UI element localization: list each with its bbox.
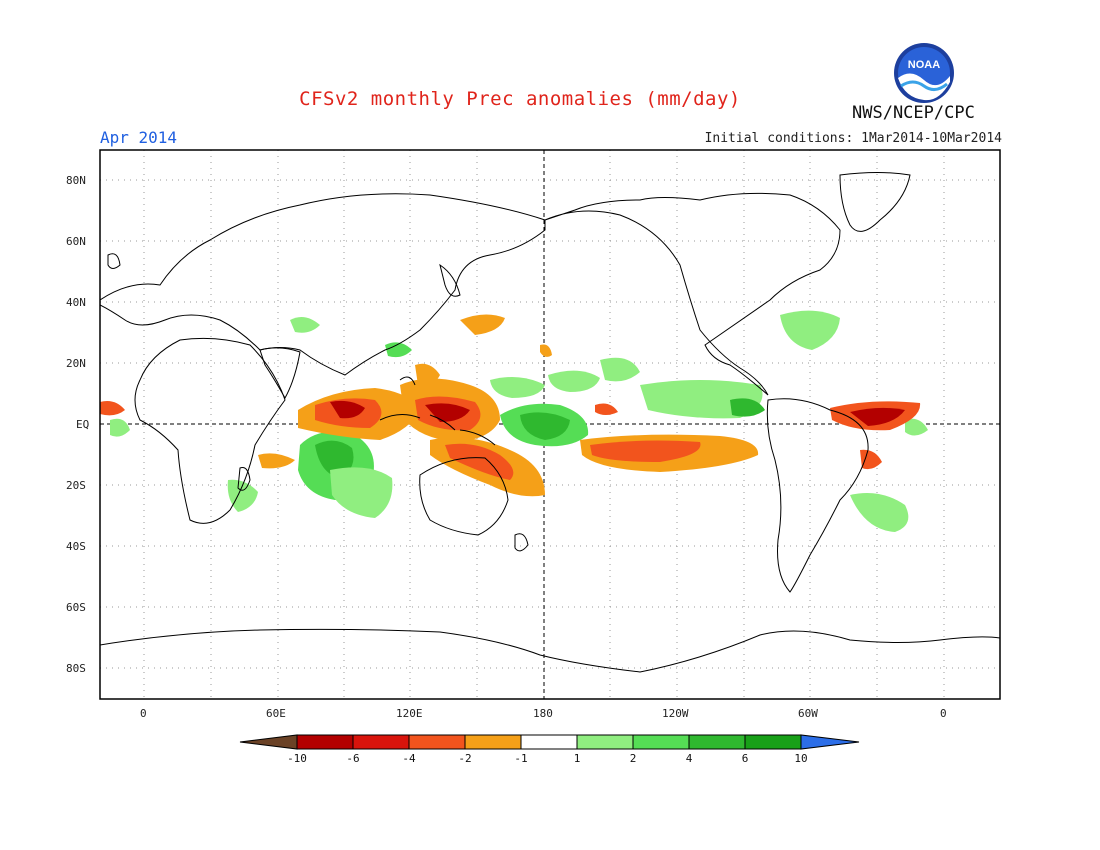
- map-title: CFSv2 monthly Prec anomalies (mm/day): [299, 88, 741, 110]
- coastline-greenland: [839, 172, 911, 232]
- noaa-logo: NOAA: [894, 43, 954, 103]
- colorbar-swatch: [520, 734, 578, 750]
- lon-label: 0: [140, 707, 147, 720]
- colorbar-label: 4: [685, 752, 693, 765]
- coastline-madagascar: [237, 467, 251, 491]
- coastline-europe-asia: [100, 193, 546, 376]
- dry-anomaly: [445, 443, 514, 480]
- dry-anomaly: [100, 401, 125, 416]
- map-border: [99, 149, 1001, 700]
- colorbar-label: 1: [573, 752, 581, 765]
- wet-anomaly: [600, 357, 640, 382]
- wet-anomaly: [490, 376, 545, 398]
- wet-anomaly: [548, 370, 600, 392]
- lat-label: 40N: [66, 296, 86, 309]
- wet-anomaly: [330, 467, 393, 518]
- lon-label: 120W: [662, 707, 689, 720]
- colorbar-label: -6: [346, 752, 360, 765]
- noaa-logo-text: NOAA: [908, 59, 940, 71]
- coastline-antarctica: [100, 628, 1000, 673]
- wet-anomaly: [850, 492, 909, 532]
- coastlines: [100, 172, 1000, 673]
- dry-anomaly: [590, 440, 701, 462]
- coastline-maritime: [379, 376, 496, 446]
- coastline-new-zealand: [514, 533, 529, 552]
- wet-anomaly: [227, 479, 258, 512]
- dry-anomaly: [850, 407, 905, 426]
- lon-label: 60W: [798, 707, 818, 720]
- dry-anomaly: [595, 403, 618, 415]
- colorbar-label: -10: [287, 752, 307, 765]
- lon-label: 120E: [396, 707, 423, 720]
- lat-label: 80N: [66, 174, 86, 187]
- dry-anomaly: [330, 400, 365, 419]
- lon-label: 60E: [266, 707, 286, 720]
- colorbar-swatch: [464, 734, 522, 750]
- lon-label: 0: [940, 707, 947, 720]
- colorbar-label: 10: [794, 752, 808, 765]
- forecast-month: Apr 2014: [100, 128, 178, 147]
- coastline-south-america: [766, 398, 869, 593]
- coastline-north-america: [544, 192, 841, 396]
- wet-anomaly: [290, 316, 320, 333]
- lon-label: 180: [533, 707, 553, 720]
- dry-anomaly: [540, 344, 552, 357]
- wet-anomaly: [730, 398, 765, 417]
- dry-anomalies: [100, 314, 921, 497]
- colorbar-swatch: [632, 734, 690, 750]
- colorbar-label: -1: [514, 752, 528, 765]
- colorbar-swatch: [296, 734, 354, 750]
- wet-anomaly: [780, 310, 840, 350]
- lat-label: 20S: [66, 479, 86, 492]
- colorbar-arrow-high: [800, 734, 860, 750]
- colorbar-swatch: [408, 734, 466, 750]
- lat-label: 60N: [66, 235, 86, 248]
- coastline-africa: [134, 337, 286, 524]
- coastline-uk: [107, 253, 121, 269]
- graticule: [100, 150, 1000, 699]
- wet-anomalies: [110, 310, 928, 532]
- agency-label: NWS/NCEP/CPC: [852, 103, 975, 123]
- colorbar-arrow-low: [239, 734, 298, 750]
- wet-anomaly: [520, 412, 570, 440]
- colorbar-swatch: [688, 734, 746, 750]
- colorbar-swatch: [744, 734, 802, 750]
- lat-label: EQ: [76, 418, 90, 431]
- dry-anomaly: [258, 453, 295, 469]
- initial-conditions: Initial conditions: 1Mar2014-10Mar2014: [704, 131, 1002, 146]
- colorbar-label: 2: [629, 752, 637, 765]
- coastline-india: [259, 347, 301, 400]
- wet-anomaly: [905, 418, 928, 436]
- colorbar-swatch: [576, 734, 634, 750]
- colorbar-label: 6: [741, 752, 749, 765]
- dry-anomaly: [460, 314, 505, 335]
- coastline-australia: [419, 457, 509, 536]
- colorbar-label: -2: [458, 752, 472, 765]
- colorbar-swatch: [352, 734, 410, 750]
- lat-label: 60S: [66, 601, 86, 614]
- dry-anomaly: [860, 449, 882, 470]
- lat-label: 80S: [66, 662, 86, 675]
- colorbar: [239, 734, 860, 750]
- lat-label: 40S: [66, 540, 86, 553]
- dry-anomaly: [415, 363, 440, 387]
- wet-anomaly: [110, 418, 130, 437]
- colorbar-label: -4: [402, 752, 416, 765]
- lat-label: 20N: [66, 357, 86, 370]
- coastline-japan: [439, 263, 461, 297]
- wet-anomaly: [385, 342, 412, 358]
